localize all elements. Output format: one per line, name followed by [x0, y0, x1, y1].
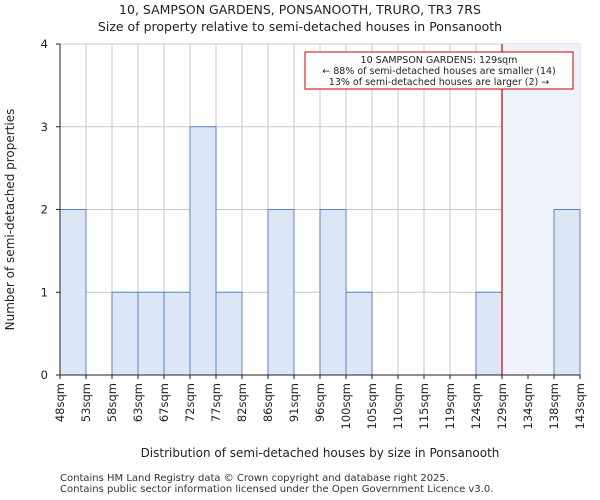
x-tick-label: 91sqm — [287, 383, 301, 422]
footer-copyright: Contains HM Land Registry data © Crown c… — [60, 473, 449, 484]
x-tick-label: 105sqm — [365, 383, 379, 429]
bar — [111, 291, 139, 376]
x-tick-label: 86sqm — [261, 383, 275, 422]
bar — [137, 291, 165, 376]
bar — [475, 291, 503, 376]
x-tick-label: 138sqm — [547, 383, 561, 429]
x-tick-label: 100sqm — [339, 383, 353, 429]
chart-subtitle: Size of property relative to semi-detach… — [97, 19, 503, 34]
bar — [345, 291, 373, 376]
x-tick-label: 115sqm — [417, 383, 431, 429]
y-tick-label: 4 — [41, 37, 48, 51]
y-tick-label: 0 — [41, 368, 48, 382]
annotation-line: 10 SAMPSON GARDENS: 129sqm — [361, 55, 518, 66]
bar-layer — [59, 126, 581, 376]
chart-title: 10, SAMPSON GARDENS, PONSANOOTH, TRURO, … — [119, 2, 481, 17]
bar — [319, 209, 347, 376]
x-tick-label: 53sqm — [79, 383, 93, 422]
y-tick-label: 3 — [41, 120, 48, 134]
y-axis-label: Number of semi-detached properties — [3, 109, 17, 331]
x-tick-label: 63sqm — [131, 383, 145, 422]
x-tick-label: 72sqm — [183, 383, 197, 422]
axis-layer: 0 1 2 3 4 48sqm 53sqm 58sqm 63sqm 67sqm 72sqm 77sqm… — [41, 37, 587, 429]
bar — [553, 209, 581, 376]
bar — [189, 126, 217, 376]
x-tick-label: 48sqm — [53, 383, 67, 422]
x-tick-label: 143sqm — [573, 383, 587, 429]
footer-licence: Contains public sector information licen… — [60, 484, 494, 495]
annotation-line: 13% of semi-detached houses are larger (… — [329, 77, 549, 88]
annotation-line: ← 88% of semi-detached houses are smalle… — [322, 66, 556, 77]
x-tick-label: 119sqm — [443, 383, 457, 429]
x-tick-label: 134sqm — [521, 383, 535, 429]
bar — [215, 291, 243, 376]
y-tick-label: 1 — [41, 285, 48, 299]
bar — [163, 291, 191, 376]
x-tick-label: 129sqm — [495, 383, 509, 429]
bar — [59, 209, 87, 376]
x-tick-label: 96sqm — [313, 383, 327, 422]
annotation-border — [304, 51, 574, 90]
x-tick-label: 124sqm — [469, 383, 483, 429]
y-tick-label: 2 — [41, 203, 48, 217]
x-tick-label: 58sqm — [105, 383, 119, 422]
x-tick-label: 82sqm — [235, 383, 249, 422]
annotation-box: 10 SAMPSON GARDENS: 129sqm← 88% of semi-… — [304, 51, 574, 90]
x-axis-label: Distribution of semi-detached houses by … — [141, 446, 500, 460]
x-tick-label: 67sqm — [157, 383, 171, 422]
x-tick-label: 77sqm — [209, 383, 223, 422]
x-tick-label: 110sqm — [391, 383, 405, 429]
bar — [267, 209, 295, 376]
